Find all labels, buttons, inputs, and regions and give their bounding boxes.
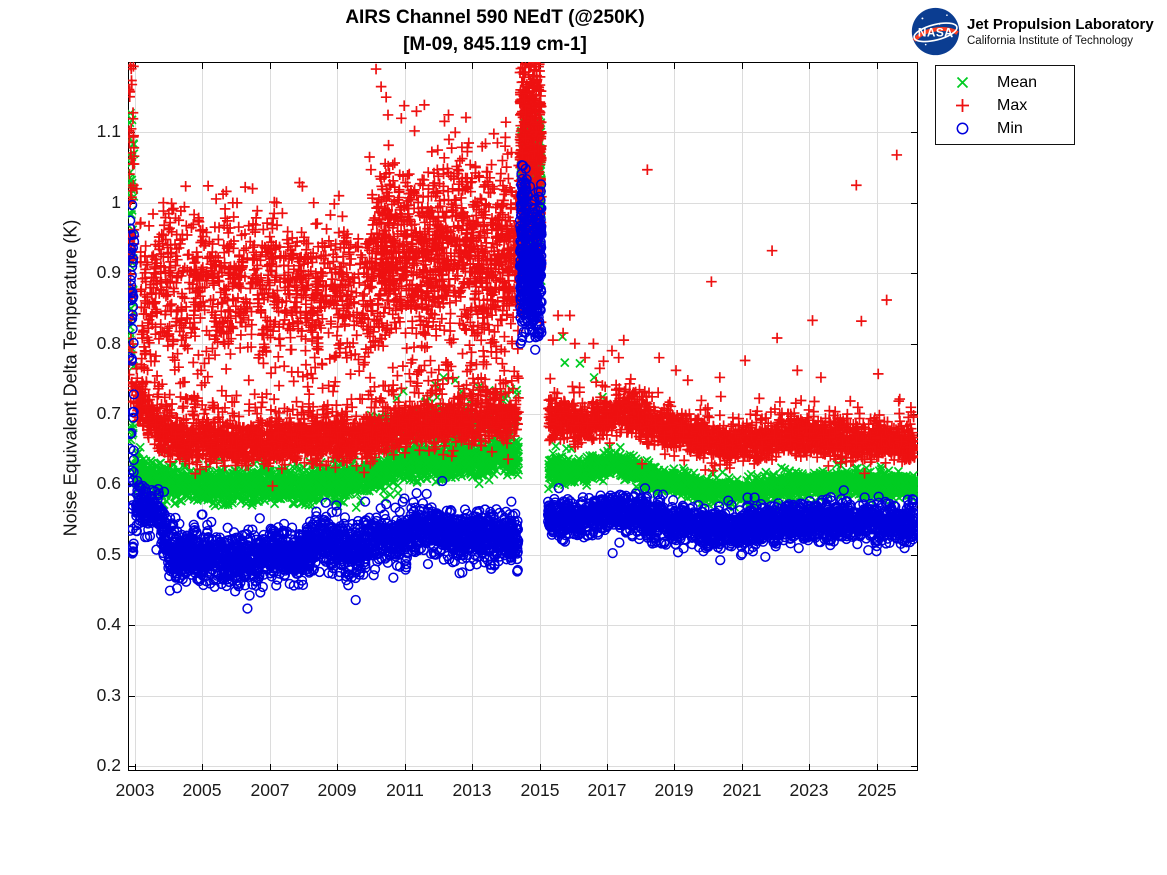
y-tick-label: 0.8 xyxy=(96,333,121,353)
x-tick-label: 2007 xyxy=(250,780,290,800)
nasa-meatball-icon: NASA xyxy=(911,7,960,56)
x-tick-label: 2021 xyxy=(722,780,762,800)
y-tick-label: 0.5 xyxy=(96,544,121,564)
jpl-name: Jet Propulsion Laboratory xyxy=(967,15,1154,33)
y-tick-label: 1 xyxy=(111,192,121,212)
x-tick-label: 2005 xyxy=(182,780,222,800)
plot-area xyxy=(128,62,918,771)
mean-marker-icon xyxy=(953,74,971,91)
jpl-text-block: Jet Propulsion Laboratory California Ins… xyxy=(967,16,1154,48)
legend-label-max: Max xyxy=(997,96,1028,114)
y-tick-label: 0.6 xyxy=(96,473,121,493)
legend-label-mean: Mean xyxy=(997,73,1038,91)
y-tick-label: 0.2 xyxy=(96,755,121,775)
min-marker-icon xyxy=(953,120,971,137)
chart-title: AIRS Channel 590 NEdT (@250K) [M-09, 845… xyxy=(100,4,890,58)
y-tick-label: 0.4 xyxy=(96,614,121,634)
x-tick-label: 2003 xyxy=(115,780,155,800)
jpl-logo: NASA Jet Propulsion Laboratory Californi… xyxy=(911,7,1154,56)
nasa-wordmark: NASA xyxy=(918,25,953,39)
y-tick-label: 1.1 xyxy=(96,121,121,141)
y-tick-label: 0.3 xyxy=(96,685,121,705)
x-tick-label: 2015 xyxy=(520,780,560,800)
scatter-canvas xyxy=(128,62,918,771)
y-tick-label: 0.7 xyxy=(96,403,121,423)
max-marker-icon xyxy=(953,97,971,114)
y-tick-label: 0.9 xyxy=(96,262,121,282)
chart-title-line1: AIRS Channel 590 NEdT (@250K) xyxy=(345,7,645,28)
legend-item-mean: Mean xyxy=(936,71,1074,94)
x-tick-label: 2011 xyxy=(386,780,424,800)
jpl-subtitle: California Institute of Technology xyxy=(967,34,1133,47)
legend: Mean Max Min xyxy=(935,65,1075,145)
x-tick-label: 2017 xyxy=(587,780,627,800)
legend-item-min: Min xyxy=(936,117,1074,140)
x-tick-label: 2023 xyxy=(789,780,829,800)
legend-item-max: Max xyxy=(936,94,1074,117)
chart-title-line2: [M-09, 845.119 cm-1] xyxy=(403,34,587,55)
x-tick-label: 2009 xyxy=(317,780,357,800)
x-tick-label: 2025 xyxy=(857,780,897,800)
x-tick-label: 2019 xyxy=(654,780,694,800)
legend-label-min: Min xyxy=(997,119,1023,137)
x-tick-label: 2013 xyxy=(452,780,492,800)
